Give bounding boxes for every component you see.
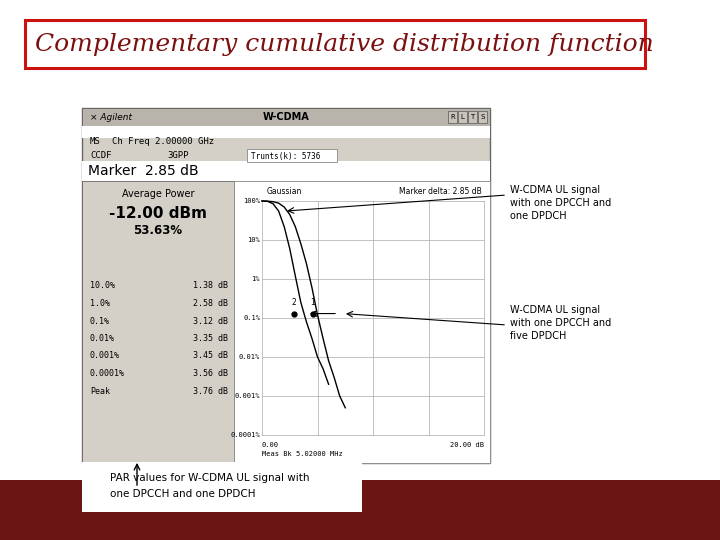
Text: Average Power: Average Power: [122, 189, 194, 199]
Text: T: T: [470, 114, 474, 120]
Text: R: R: [450, 114, 455, 120]
Text: 3.12 dB: 3.12 dB: [193, 316, 228, 326]
Bar: [82, 161, 490, 181]
Text: 0.01%: 0.01%: [90, 334, 115, 343]
Text: Trunts(k): 5736: Trunts(k): 5736: [251, 152, 320, 160]
Text: Marker  2.85 dB: Marker 2.85 dB: [88, 164, 199, 178]
Text: 0.1%: 0.1%: [90, 316, 110, 326]
Text: 3.56 dB: 3.56 dB: [193, 369, 228, 378]
Text: W-CDMA UL signal
with one DPCCH and
one DPDCH: W-CDMA UL signal with one DPCCH and one …: [510, 185, 611, 221]
Bar: [82, 108, 490, 126]
Text: 10%: 10%: [247, 237, 260, 243]
Text: 0.001%: 0.001%: [235, 393, 260, 399]
Bar: [25, 20, 645, 68]
Text: Marker delta: 2.85 dB: Marker delta: 2.85 dB: [400, 187, 482, 197]
Text: 0.001%: 0.001%: [90, 352, 120, 361]
Bar: [82, 108, 490, 463]
Text: 2.58 dB: 2.58 dB: [193, 299, 228, 308]
Text: MS: MS: [90, 138, 101, 146]
Text: 0.00: 0.00: [262, 442, 279, 448]
Bar: [82, 181, 234, 463]
Text: 2: 2: [292, 298, 296, 307]
Bar: [0, 480, 720, 540]
Text: -12.00 dBm: -12.00 dBm: [109, 206, 207, 221]
Bar: [234, 181, 490, 463]
Bar: [448, 111, 457, 123]
Text: 100%: 100%: [243, 198, 260, 204]
Text: × Agilent: × Agilent: [90, 112, 132, 122]
Text: L: L: [461, 114, 464, 120]
Bar: [458, 111, 467, 123]
Text: 3.35 dB: 3.35 dB: [193, 334, 228, 343]
Text: 3.45 dB: 3.45 dB: [193, 352, 228, 361]
Text: S: S: [480, 114, 485, 120]
Text: PAR values for W-CDMA UL signal with: PAR values for W-CDMA UL signal with: [110, 473, 310, 483]
Text: CCDF: CCDF: [90, 152, 112, 160]
Text: 0.1%: 0.1%: [243, 315, 260, 321]
Text: Meas Bk 5.02000 MHz: Meas Bk 5.02000 MHz: [262, 451, 343, 457]
Bar: [247, 149, 337, 162]
Text: Gaussian: Gaussian: [267, 187, 302, 197]
Text: 10.0%: 10.0%: [90, 281, 115, 291]
Bar: [478, 111, 487, 123]
Bar: [82, 462, 362, 512]
Text: 20.00 dB: 20.00 dB: [450, 442, 484, 448]
Text: 1: 1: [311, 298, 315, 307]
Text: Ch Freq 2.00000 GHz: Ch Freq 2.00000 GHz: [112, 138, 214, 146]
Text: 3GPP: 3GPP: [167, 152, 189, 160]
Text: 1.0%: 1.0%: [90, 299, 110, 308]
Text: 1.38 dB: 1.38 dB: [193, 281, 228, 291]
Text: W-CDMA UL signal
with one DPCCH and
five DPDCH: W-CDMA UL signal with one DPCCH and five…: [510, 305, 611, 341]
Text: 0.0001%: 0.0001%: [230, 432, 260, 438]
Text: Peak: Peak: [90, 387, 110, 395]
Bar: [468, 111, 477, 123]
Text: 53.63%: 53.63%: [133, 225, 183, 238]
Text: W-CDMA: W-CDMA: [263, 112, 310, 122]
Text: 1%: 1%: [251, 276, 260, 282]
Text: 0.0001%: 0.0001%: [90, 369, 125, 378]
Text: Complementary cumulative distribution function: Complementary cumulative distribution fu…: [35, 33, 654, 57]
Bar: [82, 126, 490, 138]
Text: one DPCCH and one DPDCH: one DPCCH and one DPDCH: [110, 489, 256, 499]
Text: 0.01%: 0.01%: [239, 354, 260, 360]
Text: 3.76 dB: 3.76 dB: [193, 387, 228, 395]
